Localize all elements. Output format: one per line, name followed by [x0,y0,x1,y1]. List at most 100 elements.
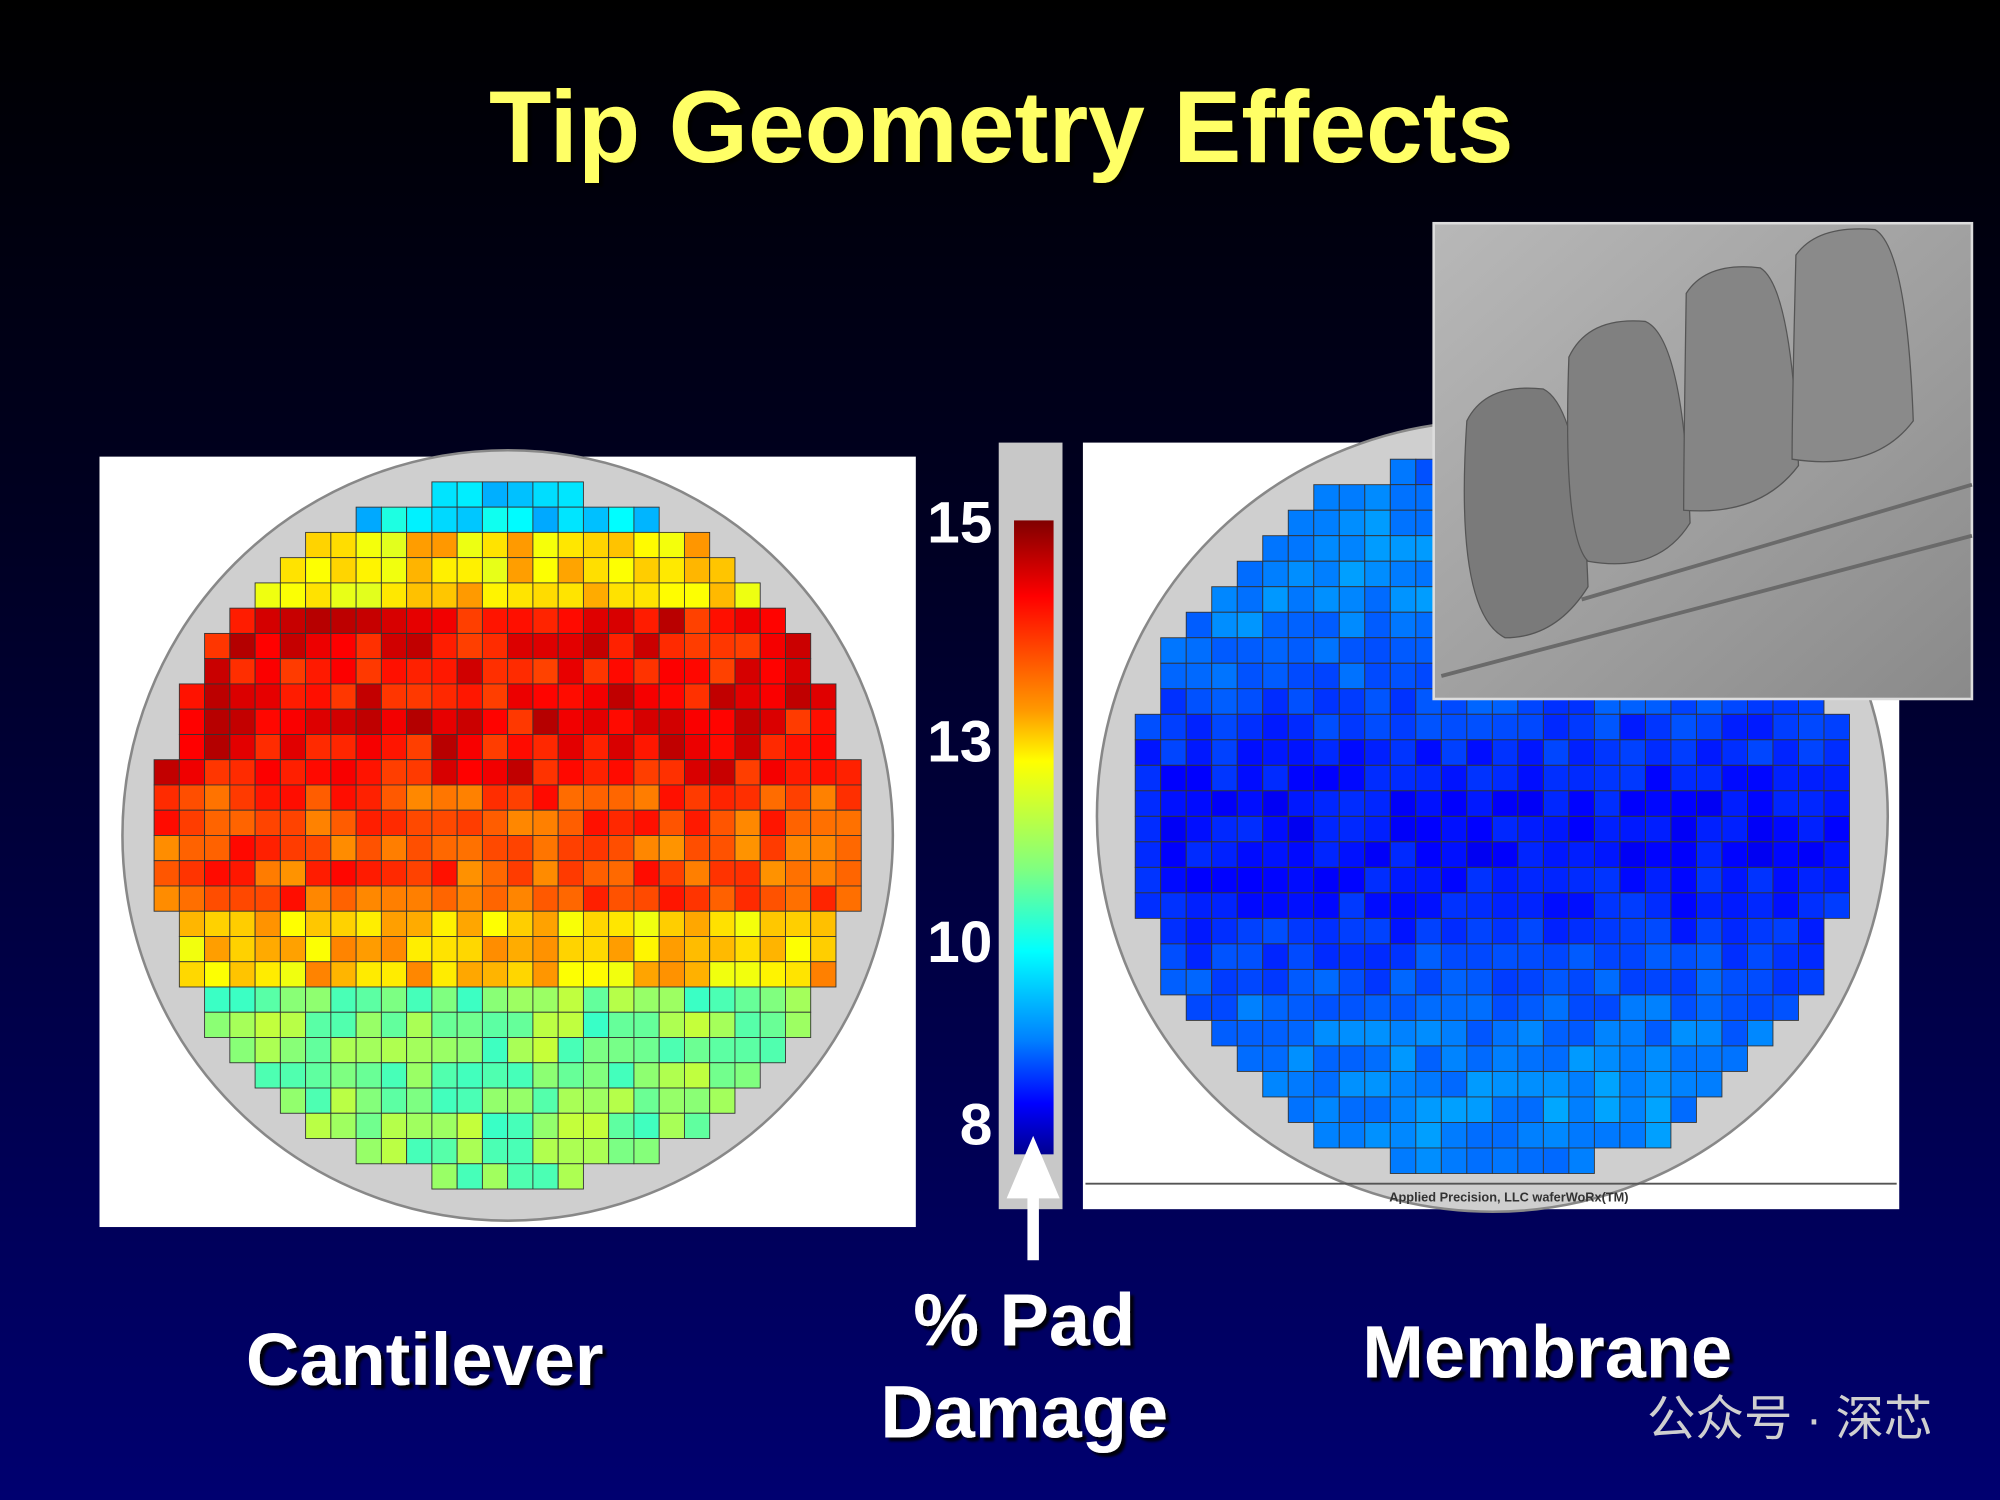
die [532,1011,559,1038]
die [532,961,559,988]
die [1721,764,1748,792]
die [1568,1147,1595,1174]
die [1134,815,1162,843]
die [254,809,281,836]
die [1236,943,1264,970]
die [330,835,357,862]
die [1287,637,1315,664]
die [1160,815,1187,843]
die [204,809,231,836]
die [658,1037,685,1064]
die [1389,611,1417,639]
die [507,733,534,761]
die [481,506,509,533]
die [456,759,483,786]
die [658,936,685,963]
die [683,986,711,1013]
die [1542,866,1570,894]
die [1466,815,1493,843]
die [1389,458,1417,486]
die [532,531,559,559]
die [1160,841,1187,868]
die [431,1011,458,1038]
die [355,683,382,710]
die [380,1037,408,1064]
die [734,582,761,609]
die [1185,866,1213,894]
die [1389,790,1417,817]
die [1517,1096,1544,1123]
die [1415,739,1442,766]
die [532,683,559,710]
die [456,658,483,685]
die [1236,1045,1264,1072]
die [608,860,635,887]
die [557,759,584,786]
die [759,835,786,862]
die [1338,535,1366,562]
die [1440,892,1468,919]
die [1823,764,1850,792]
die [582,632,610,660]
die [582,1138,610,1165]
die [532,1112,559,1139]
die [1670,790,1697,817]
die [507,759,534,786]
die [330,936,357,963]
die [532,481,559,508]
die [254,910,281,937]
die [1747,968,1774,996]
die [456,1011,483,1038]
die [1695,968,1723,996]
die [1568,994,1595,1021]
die [658,986,685,1013]
die [1542,1045,1570,1072]
die [633,582,660,609]
die [456,936,483,963]
die [1287,688,1315,715]
die [1262,1070,1289,1098]
die [1568,739,1595,766]
die [1670,1019,1697,1047]
die [380,1112,408,1139]
die [785,961,812,988]
die [254,986,281,1013]
die [507,683,534,710]
die [608,961,635,988]
die [785,658,812,685]
die [633,784,660,811]
die [1287,815,1315,843]
die [1517,1122,1544,1149]
die [810,961,837,988]
die [1415,1096,1442,1123]
die [229,885,256,912]
die [633,961,660,988]
die [305,961,332,988]
die [204,1011,231,1038]
die [709,986,736,1013]
die [557,1163,584,1190]
die [1517,764,1544,792]
die [1772,892,1799,919]
die [658,683,685,710]
die [406,557,433,584]
die [1466,968,1493,996]
die [835,809,862,836]
die [355,936,382,963]
die [582,708,610,735]
panel-footer: Applied Precision, LLC waferWoRx(TM) [1389,1190,1628,1205]
die [431,1087,458,1114]
die [1262,662,1289,690]
die [709,1037,736,1064]
die [1491,841,1519,868]
die [254,759,281,786]
die [1619,917,1646,945]
die [759,961,786,988]
die [1695,713,1723,741]
die [431,835,458,862]
colorbar-tick-label: 8 [960,1092,993,1157]
die [1389,1122,1417,1149]
die [734,1037,761,1064]
die [305,1112,332,1139]
die [1262,943,1289,970]
